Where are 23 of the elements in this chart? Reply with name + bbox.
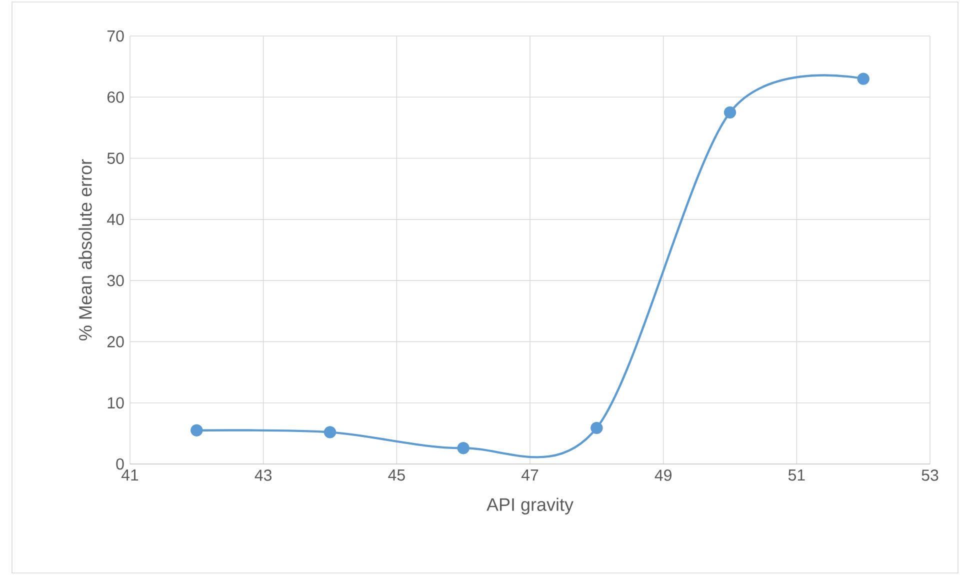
x-tick-label: 47 bbox=[521, 470, 538, 481]
y-tick-label: 70 bbox=[107, 30, 124, 42]
x-tick-label: 51 bbox=[788, 470, 805, 481]
x-tick-label: 43 bbox=[254, 470, 272, 481]
y-tick-label: 10 bbox=[108, 397, 124, 409]
point bbox=[324, 426, 336, 438]
y-tick-label: 0 bbox=[116, 458, 124, 470]
x-tick-label: 53 bbox=[922, 470, 938, 481]
x-tick-label: 49 bbox=[654, 470, 672, 481]
point bbox=[857, 72, 870, 85]
point bbox=[190, 424, 203, 436]
x-tick-label: 41 bbox=[121, 470, 138, 481]
y-tick-label: 50 bbox=[107, 152, 124, 164]
y-tick-label: 20 bbox=[107, 336, 124, 348]
x-tick-label: 45 bbox=[388, 470, 405, 481]
y-tick-label: 30 bbox=[107, 274, 124, 286]
y-axis-title: % Mean absolute error bbox=[78, 159, 92, 340]
point bbox=[457, 442, 470, 454]
y-tick-label: 60 bbox=[107, 91, 124, 103]
point bbox=[724, 106, 736, 119]
y-tick-label: 40 bbox=[107, 214, 124, 226]
point bbox=[590, 422, 603, 434]
x-axis-title: API gravity bbox=[486, 498, 574, 514]
